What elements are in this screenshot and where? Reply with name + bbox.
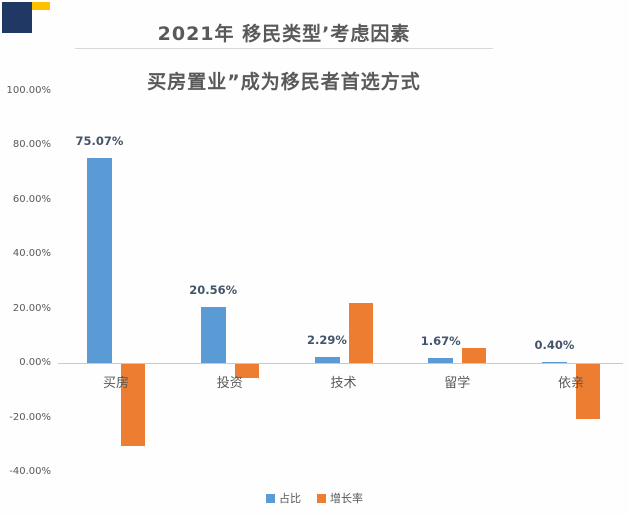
y-tick-label-7: -40.00%	[9, 466, 51, 477]
data-label-3: 1.67%	[420, 334, 461, 349]
y-tick-label-3: 40.00%	[12, 248, 51, 259]
growth-bar-1	[234, 364, 259, 378]
chart-title: 2021年 移民类型’考虑因素	[157, 23, 411, 45]
growth-bar-2	[348, 303, 373, 363]
ratio-bar-1	[200, 306, 226, 363]
data-label-0: 75.07%	[75, 134, 124, 149]
category-label-0: 买房	[102, 376, 129, 391]
logo-navy-square	[2, 2, 32, 33]
logo-gold-bar	[32, 2, 50, 10]
data-label-4: 0.40%	[534, 337, 575, 352]
legend-swatch-icon-0	[266, 493, 275, 503]
category-label-1: 投资	[216, 376, 243, 391]
title-divider	[75, 48, 493, 49]
legend-label-1: 增长率	[330, 492, 363, 505]
growth-bar-3	[462, 348, 487, 363]
ratio-bar-2	[314, 356, 340, 363]
y-tick-label-6: -20.00%	[9, 411, 51, 423]
ratio-bar-0	[87, 158, 112, 363]
y-tick-label-2: 60.00%	[12, 193, 51, 205]
legend-swatch-icon-1	[317, 493, 326, 503]
y-tick-label-0: 100.00%	[6, 84, 52, 96]
category-label-3: 留学	[444, 376, 471, 391]
ratio-bar-3	[428, 358, 454, 363]
category-label-2: 技术	[330, 376, 357, 391]
zero-axis-line	[58, 363, 623, 364]
data-label-2: 2.29%	[307, 332, 347, 347]
chart-legend: 占比 增长率	[0, 490, 629, 506]
y-tick-label-5: 0.00%	[19, 357, 51, 368]
y-tick-label-4: 20.00%	[12, 302, 51, 314]
legend-item-0: 占比	[266, 490, 301, 506]
data-label-1: 20.56%	[189, 282, 238, 297]
chart-subtitle: 买房置业”成为移民者首选方式	[147, 71, 421, 93]
growth-bar-0	[121, 364, 145, 446]
category-label-4: 依亲	[557, 376, 584, 391]
ratio-bar-4	[542, 361, 567, 363]
legend-item-1: 增长率	[317, 490, 363, 506]
legend-label-0: 占比	[279, 492, 301, 505]
y-tick-label-1: 80.00%	[12, 139, 51, 150]
growth-bar-4	[576, 364, 600, 419]
